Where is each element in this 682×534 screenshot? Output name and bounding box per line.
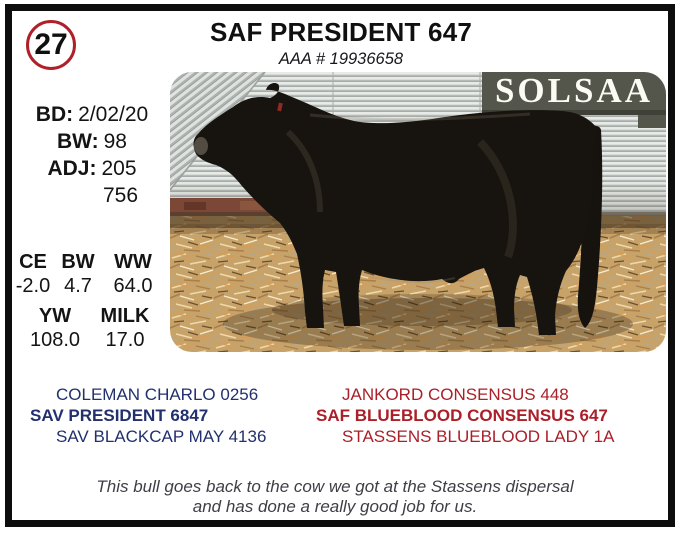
birth-weight-value: 98 <box>103 130 127 153</box>
bull-photo-illustration: SOLSAA <box>170 72 666 352</box>
seller-note-line-2: and has done a really good job for us. <box>192 497 478 516</box>
back-sheen <box>309 112 531 121</box>
epd-yw-header: YW <box>38 305 72 327</box>
dam-name: SAF BLUEBLOOD CONSENSUS 647 <box>316 406 608 425</box>
sire-name: SAV PRESIDENT 6847 <box>30 406 209 425</box>
muzzle-highlight <box>194 137 208 155</box>
epd-ce-header: CE <box>19 251 47 273</box>
seller-note-line-1: This bull goes back to the cow we got at… <box>96 477 574 496</box>
bull-shadow <box>223 298 633 350</box>
epd-bw-header: BW <box>61 251 95 273</box>
adjusted-weight-pounds: 756 <box>103 184 139 207</box>
birth-date-value: 2/02/20 <box>78 103 149 126</box>
seller-note: This bull goes back to the cow we got at… <box>20 477 650 517</box>
epd-table: CE BW WW -2.0 4.7 64.0 YW MILK 108.0 17.… <box>10 250 170 352</box>
epd-header-row-2: YW MILK <box>24 304 170 328</box>
ear-tag <box>277 102 283 112</box>
birth-date-label: BD: <box>35 103 74 126</box>
bull <box>193 82 603 335</box>
epd-ww-value: 64.0 <box>113 275 153 297</box>
sire-granddam: SAV BLACKCAP MAY 4136 <box>56 427 267 446</box>
belly-sheen <box>369 276 456 284</box>
stats-block: BD: 2/02/20 BW: 98 ADJ: 205 756 <box>18 101 166 209</box>
sign-text: SOLSAA <box>495 72 653 110</box>
adjusted-weight-label: ADJ: <box>47 157 97 180</box>
epd-yw-value: 108.0 <box>29 329 81 351</box>
animal-name-title: SAF PRESIDENT 647 <box>209 17 473 47</box>
epd-ce-value: -2.0 <box>15 275 51 297</box>
adjusted-weight-row: ADJ: 205 <box>18 155 166 182</box>
bull-body <box>193 82 598 335</box>
epd-value-row-1: -2.0 4.7 64.0 <box>10 274 170 298</box>
dam-granddam: STASSENS BLUEBLOOD LADY 1A <box>342 427 615 446</box>
epd-milk-header: MILK <box>100 305 150 327</box>
adjusted-weight-days: 205 <box>101 157 137 180</box>
pedigree-sire-column: COLEMAN CHARLO 0256 SAV PRESIDENT 6847 S… <box>30 384 266 447</box>
bull-photo: SOLSAA <box>170 72 666 352</box>
birth-weight-row: BW: 98 <box>18 128 166 155</box>
birth-date-row: BD: 2/02/20 <box>18 101 166 128</box>
pedigree-dam-column: JANKORD CONSENSUS 448 SAF BLUEBLOOD CONS… <box>316 384 614 447</box>
solsaa-sign: SOLSAA <box>482 72 666 128</box>
epd-ww-header: WW <box>114 251 152 273</box>
hindquarter-sheen <box>477 139 517 259</box>
sire-grandsire: COLEMAN CHARLO 0256 <box>56 385 259 404</box>
lot-number: 27 <box>34 28 68 61</box>
epd-bw-value: 4.7 <box>64 275 92 297</box>
shoulder-sheen <box>285 129 323 213</box>
epd-milk-value: 17.0 <box>105 329 145 351</box>
lot-number-badge: 27 <box>26 20 76 70</box>
epd-value-row-2: 108.0 17.0 <box>24 328 170 352</box>
header: SAF PRESIDENT 647 AAA # 19936658 <box>60 17 622 69</box>
birth-weight-label: BW: <box>57 130 99 153</box>
dam-grandsire: JANKORD CONSENSUS 448 <box>342 385 569 404</box>
epd-header-row-1: CE BW WW <box>10 250 170 274</box>
registration-number: AAA # 19936658 <box>278 50 404 68</box>
